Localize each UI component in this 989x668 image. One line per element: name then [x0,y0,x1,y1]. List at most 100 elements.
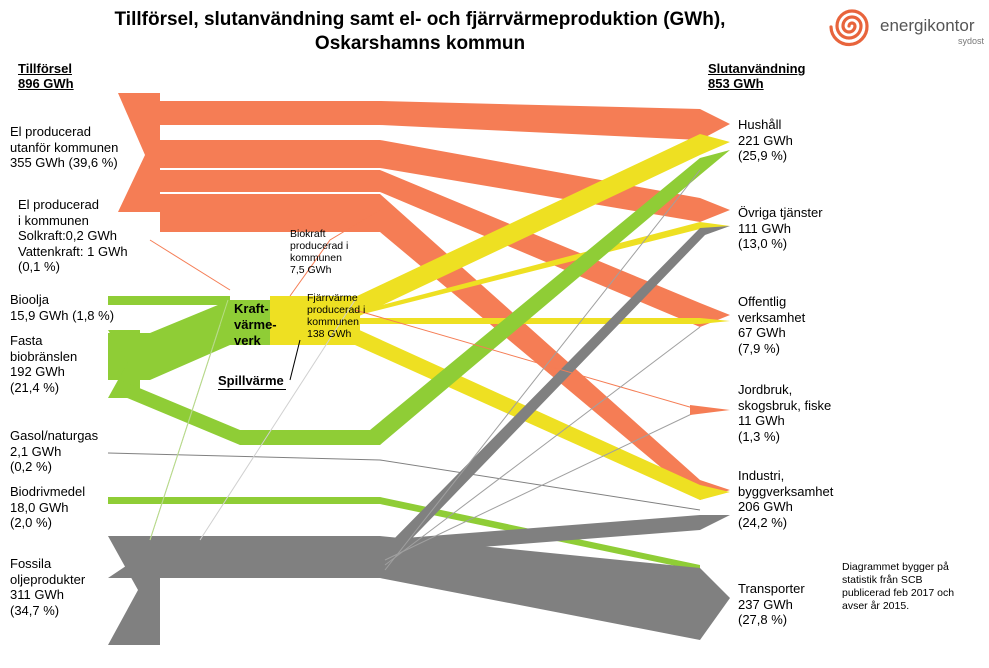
arrow-jordbruk [690,405,730,415]
logo-name: energikontor [880,16,975,35]
flow-gray-to-hushall [384,169,701,571]
label-line: oljeprodukter [10,571,86,587]
use-item-industri: Industri, byggverksamhet 206 GWh (24,2 %… [738,468,833,530]
use-item-jordbruk: Jordbruk, skogsbruk, fiske 11 GWh (1,3 %… [738,382,831,444]
label-line: Bioolja [10,292,50,307]
label-line: 355 GWh (39,6 %) [10,155,118,170]
supply-item-biodrivmedel: Biodrivmedel 18,0 GWh (2,0 %) [10,484,85,531]
flow-biokraft-line [289,209,381,297]
flow-bioolja [108,296,230,305]
label-line: biobränslen [10,348,78,364]
logo: energikontor sydost [828,2,988,50]
spiral-logo-icon [829,9,869,47]
spillvarme-label: Spillvärme [218,373,286,390]
flow-fv-to-hushall [355,134,730,318]
label-line: Transporter [738,581,805,596]
label-line: verk [234,333,261,348]
supply-header: Tillförsel 896 GWh [18,61,74,91]
fossil-flows [108,226,730,645]
flow-fossil-main [108,536,730,640]
note-line: publicerad feb 2017 och [842,587,955,599]
flow-green-thin [149,299,229,541]
flow-fossil-thin [199,299,356,541]
flow-el-local-line [149,239,231,291]
bio-flows [108,150,730,571]
spillvarme-pointer [289,339,301,381]
flow-fossil-to-ovriga [385,226,730,556]
label-line: Övriga tjänster [738,205,823,220]
flow-gas-to-industri [107,452,701,511]
label-line: El producerad [10,124,91,139]
label-line: värme- [234,317,277,332]
page-title: Tillförsel, slutanvändning samt el- och … [60,8,780,56]
use-item-ovriga-tjanster: Övriga tjänster 111 GWh (13,0 %) [738,205,823,252]
label-line: (2,0 %) [10,515,52,530]
label-line: 11 GWh [738,413,785,428]
label-line: skogsbruk, fiske [738,397,832,413]
label-line: (25,9 %) [738,148,788,163]
label-line: 7,5 GWh [290,264,332,276]
note-line: statistik från SCB [842,574,923,586]
label-line: (21,4 %) [10,379,60,395]
supply-item-bioolja: Bioolja 15,9 GWh (1,8 %) [10,292,114,323]
label-line: Gasol/naturgas [10,428,99,443]
label-line: Offentlig [738,294,787,309]
flow-el-main-to-hushall [148,101,730,140]
supply-item-gasol: Gasol/naturgas 2,1 GWh (0,2 %) [10,428,98,475]
label-line: i kommunen [18,212,89,228]
label-line: producerad i [290,240,349,252]
label-line: (13,0 %) [738,236,788,251]
flow-fasta-block [108,330,140,398]
label-line: 311 GWh [10,587,64,602]
label-line: 111 GWh [738,220,791,236]
supply-item-fossila: Fossila oljeprodukter 311 GWh (34,7 %) [10,556,85,618]
flow-gray-to-jordbruk [384,409,701,561]
label-line: Fossila [10,556,52,571]
label-line: Biokraft [290,228,326,240]
flow-fasta-to-hushall [120,150,730,445]
label-line: Solkraft:0,2 GWh [18,228,117,243]
label-line: Kraft- [234,301,269,316]
label-line: 138 GWh [307,328,352,340]
flow-el-to-jordbruk [354,309,701,411]
flow-el-to-offentlig [160,170,730,327]
label-line: Jordbruk, [738,382,793,397]
thin-flows [107,169,701,571]
label-line: (7,9 %) [738,340,780,356]
label-line: (0,1 %) [18,259,60,274]
use-item-offentlig: Offentlig verksamhet 67 GWh (7,9 %) [738,294,805,356]
supply-item-el-utanfor: El producerad utanför kommunen 355 GWh (… [10,124,118,171]
biokraft-label: Biokraft producerad i kommunen 7,5 GWh [290,228,348,276]
supply-total: 896 GWh [18,76,74,91]
label-line: Vattenkraft: 1 GWh [18,243,128,259]
flow-fv-to-offentlig [355,318,730,324]
source-note: Diagrammet bygger på statistik från SCB … [842,561,954,613]
label-line: (27,8 %) [738,612,788,627]
label-line: 67 GWh [738,325,786,340]
label-line: 192 GWh [10,364,65,379]
supply-header-label: Tillförsel [18,61,72,76]
label-line: byggverksamhet [738,483,834,499]
label-line: Hushåll [738,117,782,132]
label-line: 221 GWh [738,132,793,148]
label-line: El producerad [18,197,99,212]
fjarrvarme-label: Fjärrvärme producerad i kommunen 138 GWh [307,292,365,340]
label-line: (24,2 %) [738,514,788,530]
label-line: 237 GWh [738,596,793,612]
label-line: 15,9 GWh (1,8 %) [10,307,115,323]
label-line: (0,2 %) [10,459,52,474]
label-line: 2,1 GWh [10,443,62,459]
label-line: Biodrivmedel [10,484,86,499]
supply-item-el-i-kommunen: El producerad i kommunen Solkraft:0,2 GW… [18,197,128,275]
flow-fossil-block [108,536,160,645]
label-line: Fjärrvärme [307,292,358,304]
use-header: Slutanvändning 853 GWh [708,61,806,91]
label-line: 206 GWh [738,499,793,514]
label-line: verksamhet [738,309,806,325]
use-item-transporter: Transporter 237 GWh (27,8 %) [738,581,805,628]
label-line: producerad i [307,304,366,316]
label-line: (34,7 %) [10,602,60,618]
flow-fossil-to-industri [380,515,730,555]
use-total: 853 GWh [708,76,764,91]
